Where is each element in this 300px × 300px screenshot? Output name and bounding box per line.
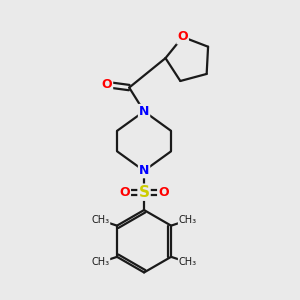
- Text: O: O: [177, 31, 188, 44]
- Text: CH₃: CH₃: [178, 257, 196, 267]
- Text: CH₃: CH₃: [92, 215, 110, 225]
- Text: S: S: [139, 185, 150, 200]
- Text: O: O: [119, 186, 130, 199]
- Text: N: N: [139, 105, 149, 118]
- Text: CH₃: CH₃: [178, 215, 196, 225]
- Text: CH₃: CH₃: [92, 257, 110, 267]
- Text: N: N: [139, 164, 149, 177]
- Text: O: O: [158, 186, 169, 199]
- Text: O: O: [102, 78, 112, 91]
